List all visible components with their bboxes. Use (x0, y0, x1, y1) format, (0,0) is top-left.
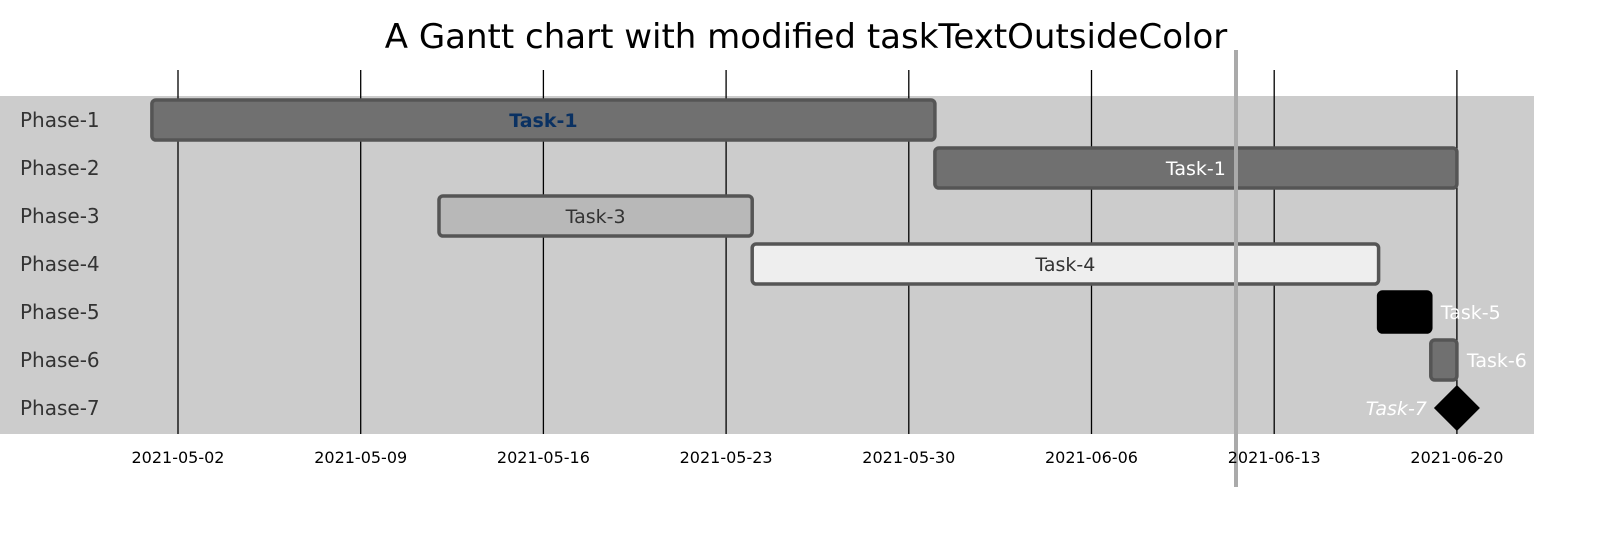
x-tick-label: 2021-05-09 (314, 448, 407, 467)
task-labels: Task-1 Task-1 Task-3 Task-4 Task-5 Task-6 Task… (509, 110, 1527, 420)
x-tick-label: 2021-05-16 (497, 448, 590, 467)
task-bar (933, 146, 1459, 190)
x-axis-tick-labels: 2021-05-02 2021-05-09 2021-05-16 2021-05-23… (132, 448, 1504, 467)
x-tick-label: 2021-05-23 (680, 448, 773, 467)
task-label: Task-7 (1366, 398, 1427, 420)
task-label: Task-5 (1440, 302, 1501, 324)
task-label: Task-1 (509, 110, 577, 132)
x-tick-label: 2021-06-06 (1045, 448, 1138, 467)
task-label: Task-1 (1165, 158, 1226, 180)
section-label: Phase-7 (20, 396, 100, 420)
task-label: Task-3 (565, 206, 626, 228)
task-bar (750, 242, 1381, 286)
task-label: Task-4 (1034, 254, 1095, 276)
task-bar (150, 98, 937, 142)
x-tick-label: 2021-06-20 (1410, 448, 1503, 467)
section-label: Phase-5 (20, 300, 100, 324)
x-tick-label: 2021-05-02 (132, 448, 225, 467)
task-bar (1429, 338, 1459, 382)
task-bar (1376, 290, 1433, 334)
section-label: Phase-4 (20, 252, 100, 276)
task-bar (437, 194, 754, 238)
section-label: Phase-1 (20, 108, 100, 132)
section-labels: Phase-1 Phase-2 Phase-3 Phase-4 Phase-5 Phase… (20, 108, 100, 420)
chart-title: A Gantt chart with modified taskTextOuts… (385, 17, 1228, 57)
task-bars (150, 98, 1480, 431)
task-label: Task-6 (1466, 350, 1527, 372)
x-tick-label: 2021-05-30 (862, 448, 955, 467)
section-label: Phase-3 (20, 204, 100, 228)
section-label: Phase-2 (20, 156, 100, 180)
milestone-marker (1433, 385, 1480, 431)
section-label: Phase-6 (20, 348, 100, 372)
x-tick-label: 2021-06-13 (1228, 448, 1321, 467)
